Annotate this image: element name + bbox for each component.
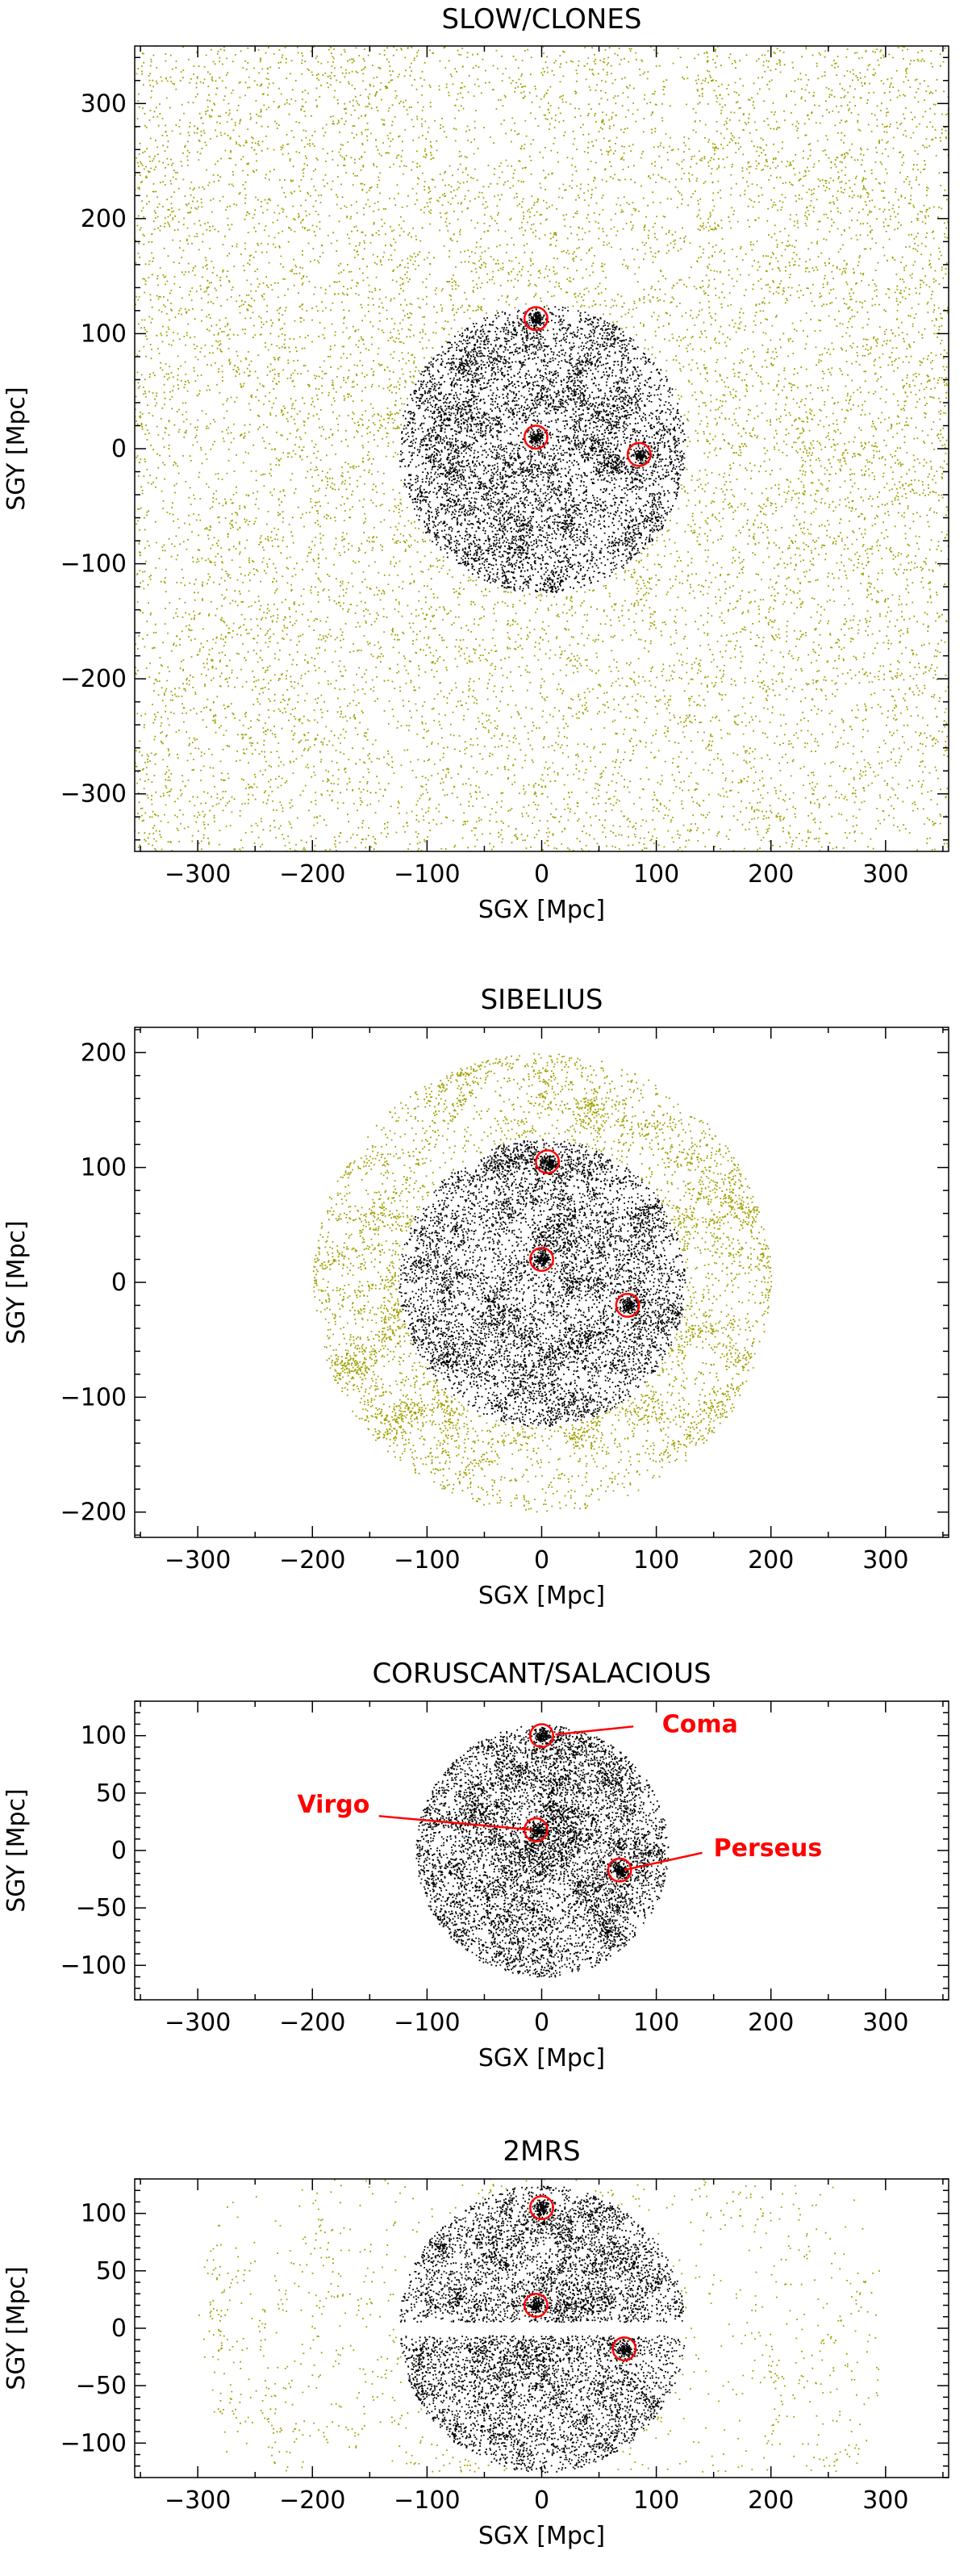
x-tick-label: 300 bbox=[862, 860, 908, 889]
plot-area bbox=[312, 1052, 773, 1513]
x-tick-label: −200 bbox=[279, 1546, 345, 1574]
x-tick-label: −100 bbox=[394, 860, 460, 889]
series-black-points bbox=[398, 1140, 686, 1427]
x-tick-label: 100 bbox=[633, 2009, 679, 2037]
x-tick-label: 100 bbox=[633, 2486, 679, 2515]
x-tick-label: −300 bbox=[165, 2486, 231, 2515]
y-tick-label: −100 bbox=[60, 1383, 127, 1411]
x-tick-label: 300 bbox=[862, 2009, 908, 2037]
x-tick-label: −100 bbox=[394, 2009, 460, 2037]
y-tick-label: 0 bbox=[111, 435, 127, 463]
annotation-label: Virgo bbox=[297, 1791, 369, 1819]
panel-slow-clones: −300 −200 −100 0 100 200 300 −300 −200 −100 0 100 20… bbox=[2, 3, 949, 924]
x-tick-label: 0 bbox=[534, 860, 549, 889]
panel-title: SLOW/CLONES bbox=[442, 3, 642, 36]
plot-area bbox=[135, 46, 949, 851]
cluster-marker bbox=[523, 306, 549, 332]
cluster-marker bbox=[611, 2336, 637, 2362]
cluster-marker bbox=[523, 2293, 549, 2318]
y-tick-label: 0 bbox=[111, 1837, 127, 1865]
y-tick-label: 100 bbox=[81, 1154, 127, 1182]
series-black-points bbox=[399, 306, 686, 593]
x-tick-label: 200 bbox=[748, 2486, 794, 2515]
y-tick-label: −50 bbox=[76, 1894, 127, 1922]
x-tick-label: −100 bbox=[394, 1546, 460, 1574]
y-axis-label: SGY [Mpc] bbox=[2, 387, 31, 511]
y-tick-label: −100 bbox=[60, 550, 127, 579]
x-axis-label: SGX [Mpc] bbox=[478, 896, 605, 924]
y-tick-label: −100 bbox=[60, 1951, 127, 1980]
x-axis-label: SGX [Mpc] bbox=[478, 1582, 605, 1610]
x-tick-label: 0 bbox=[534, 1546, 549, 1574]
series-black-points bbox=[415, 1725, 670, 1978]
y-tick-label: −50 bbox=[76, 2372, 127, 2400]
x-axis-label: SGX [Mpc] bbox=[478, 2522, 605, 2550]
panel-title: SIBELIUS bbox=[481, 984, 603, 1016]
y-tick-label: −300 bbox=[60, 780, 127, 809]
cluster-marker bbox=[529, 1723, 554, 1749]
panel-2mrs: −300 −200 −100 0 100 200 300 −100 −50 0 50 100 2MRS S… bbox=[2, 2135, 949, 2550]
plot-area bbox=[198, 2179, 880, 2474]
y-tick-label: 100 bbox=[81, 1722, 127, 1750]
y-tick-label: 100 bbox=[81, 320, 127, 348]
y-tick-label: 50 bbox=[96, 1779, 127, 1808]
y-tick-label: 0 bbox=[111, 2315, 127, 2343]
cluster-marker bbox=[529, 1247, 554, 1272]
cluster-marker bbox=[615, 1293, 640, 1318]
annotation-leader-line bbox=[378, 1815, 533, 1831]
panel-title: CORUSCANT/SALACIOUS bbox=[372, 1658, 711, 1690]
panel-coruscant-salacious: Coma Virgo Perseus −300 −200 −100 0 100 200 300 −1… bbox=[2, 1658, 949, 2072]
annotation-label: Perseus bbox=[714, 1834, 823, 1863]
series-black-points bbox=[399, 2185, 686, 2474]
annotation-leader-line bbox=[555, 1725, 634, 1736]
x-tick-label: −200 bbox=[279, 2009, 345, 2037]
x-tick-label: −300 bbox=[165, 1546, 231, 1574]
y-tick-label: 200 bbox=[81, 1039, 127, 1067]
y-tick-label: 300 bbox=[81, 90, 127, 118]
x-tick-label: 100 bbox=[633, 860, 679, 889]
series-olive-points bbox=[135, 46, 949, 851]
y-axis-label: SGY [Mpc] bbox=[2, 1220, 31, 1344]
y-axis-label: SGY [Mpc] bbox=[2, 1788, 31, 1913]
x-tick-label: 200 bbox=[748, 860, 794, 889]
cluster-marker bbox=[626, 441, 652, 467]
x-tick-label: 300 bbox=[862, 1546, 908, 1574]
x-tick-label: −200 bbox=[279, 2486, 345, 2515]
x-axis-label: SGX [Mpc] bbox=[478, 2044, 605, 2072]
y-tick-label: 50 bbox=[96, 2257, 127, 2285]
x-tick-label: 0 bbox=[534, 2009, 549, 2037]
x-tick-label: −100 bbox=[394, 2486, 460, 2515]
cluster-marker bbox=[607, 1857, 632, 1883]
x-tick-label: 200 bbox=[748, 2009, 794, 2037]
y-tick-label: −200 bbox=[60, 665, 127, 693]
cluster-marker bbox=[523, 424, 549, 450]
x-tick-label: −300 bbox=[165, 2009, 231, 2037]
plot-area bbox=[415, 1725, 670, 1978]
x-tick-label: 100 bbox=[633, 1546, 679, 1574]
annotation-leader-line bbox=[624, 1851, 703, 1871]
cluster-marker bbox=[535, 1149, 561, 1175]
panel-title: 2MRS bbox=[503, 2135, 580, 2168]
x-tick-label: 300 bbox=[862, 2486, 908, 2515]
y-axis-label: SGY [Mpc] bbox=[2, 2266, 31, 2390]
x-tick-label: −200 bbox=[279, 860, 345, 889]
y-tick-label: −200 bbox=[60, 1499, 127, 1527]
x-tick-label: 200 bbox=[748, 1546, 794, 1574]
panel-sibelius: −300 −200 −100 0 100 200 300 −200 −100 0 100 200 SIB… bbox=[2, 984, 949, 1610]
x-tick-label: 0 bbox=[534, 2486, 549, 2515]
y-tick-label: −100 bbox=[60, 2429, 127, 2457]
annotation-label: Coma bbox=[662, 1710, 738, 1738]
y-tick-label: 0 bbox=[111, 1269, 127, 1297]
y-tick-label: 200 bbox=[81, 205, 127, 233]
plot-frame bbox=[134, 45, 949, 852]
x-tick-label: −300 bbox=[165, 860, 231, 889]
cluster-marker bbox=[529, 2195, 554, 2221]
y-tick-label: 100 bbox=[81, 2200, 127, 2228]
